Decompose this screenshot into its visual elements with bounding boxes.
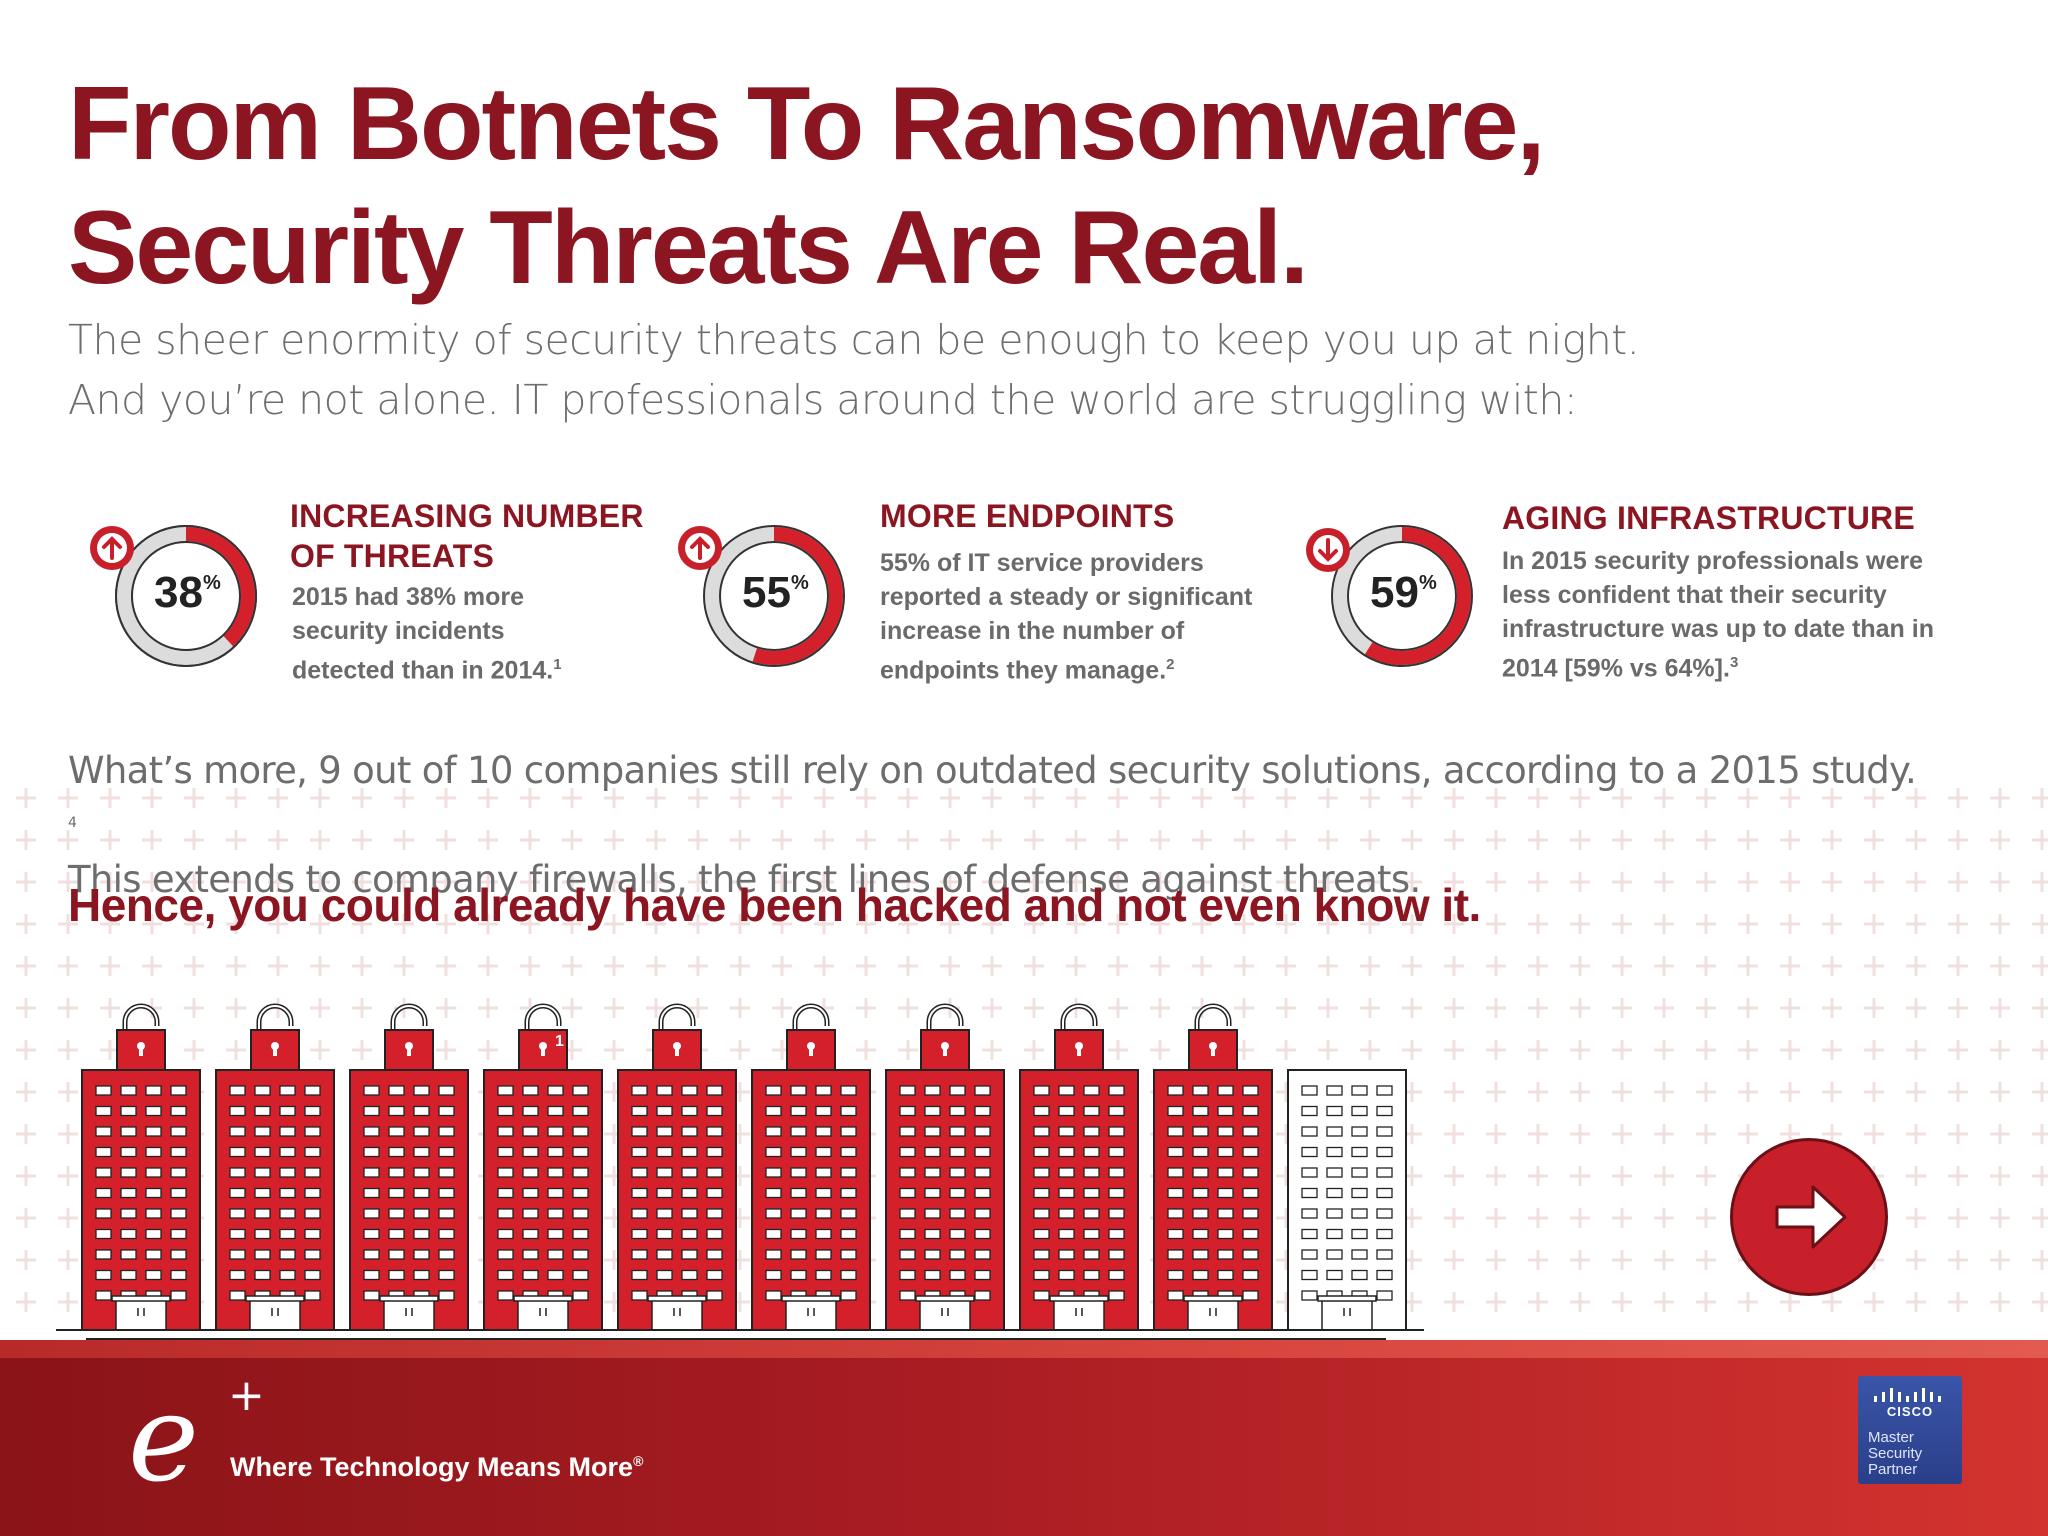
arrow-down-icon [1306,528,1350,572]
more-text: What’s more, 9 out of 10 companies still… [68,745,1917,906]
lock-marker-label: 1 [555,1033,564,1050]
more-line-1: What’s more, 9 out of 10 companies still… [68,749,1917,831]
building-hacked [617,1003,737,1331]
cisco-partner-text: Master Security Partner [1868,1429,1923,1478]
building-hacked [751,1003,871,1331]
intro-line-2: And you’re not alone. IT professionals a… [68,376,1578,424]
building-secure [1287,1069,1407,1331]
padlock-open-icon [1054,1003,1104,1071]
stat-3-donut [1306,525,1473,667]
building-hacked [215,1003,335,1331]
stat-2-ring-value [705,527,843,665]
footer-bar: e + Where Technology Means More® CISCO M… [0,1340,2048,1536]
stat-2-value: 55% [742,568,809,617]
stat-1-value: 38% [154,568,221,617]
stat-3-value: 59% [1370,568,1437,617]
stat-3-heading: AGING INFRASTRUCTURE [1502,500,1915,536]
building-hacked [885,1003,1005,1331]
stat-1-description: 2015 had 38% more security incidents det… [292,583,562,685]
stat-2-heading: MORE ENDPOINTS [880,498,1175,534]
stat-1-donut [90,525,257,667]
stat-2-donut [678,525,845,667]
page-title-line-2: Security Threats Are Real. [68,190,1309,306]
padlock-open-icon [384,1003,434,1071]
intro-text: The sheer enormity of security threats c… [68,310,1640,430]
stat-1-ring-value [117,527,255,665]
footer-top-line [0,1340,2048,1358]
stat-aging-infrastructure: 59% AGING INFRASTRUCTURE In 2015 securit… [1298,500,1998,700]
arrow-up-icon [678,526,722,570]
eplus-logo: e [128,1370,200,1509]
stat-more-endpoints: 55% MORE ENDPOINTS 55% of IT service pro… [670,498,1290,700]
stat-increasing-threats: 38% INCREASING NUMBER OF THREATS 2015 ha… [82,498,662,700]
buildings-illustration: 1 [56,1003,1424,1340]
building-hacked [1019,1003,1139,1331]
page-title: From Botnets To Ransomware, Security Thr… [68,62,1545,310]
intro-line-1: The sheer enormity of security threats c… [68,316,1640,364]
building-hacked [1153,1003,1273,1331]
padlock-open-icon [652,1003,702,1071]
more-line-2: This extends to company firewalls, the f… [68,858,1421,902]
building-hacked [349,1003,469,1331]
stat-1-heading: INCREASING NUMBER OF THREATS [290,498,644,574]
arrow-right-icon [1775,1185,1847,1249]
cisco-partner-badge: CISCO Master Security Partner [1858,1376,1962,1484]
padlock-open-icon [786,1003,836,1071]
footer-tagline: Where Technology Means More® [230,1452,644,1482]
padlock-open-icon [116,1003,166,1071]
hence-headline: Hence, you could already have been hacke… [68,879,1481,931]
stat-3-description: In 2015 security professionals were less… [1502,547,1934,683]
building-hacked [81,1003,201,1331]
padlock-open-icon [518,1003,568,1071]
building-hacked [483,1003,603,1331]
cisco-name: CISCO [1886,1404,1934,1419]
stat-2-description: 55% of IT service providers reported a s… [880,549,1253,685]
padlock-open-icon [920,1003,970,1071]
stat-3-ring-value [1333,527,1471,665]
eplus-logo-plus: + [228,1370,265,1421]
page-title-line-1: From Botnets To Ransomware, [68,66,1545,182]
padlock-open-icon [250,1003,300,1071]
arrow-up-icon [90,526,134,570]
next-button[interactable] [1730,1138,1888,1296]
padlock-open-icon [1188,1003,1238,1071]
cisco-bars-icon [1874,1388,1941,1402]
